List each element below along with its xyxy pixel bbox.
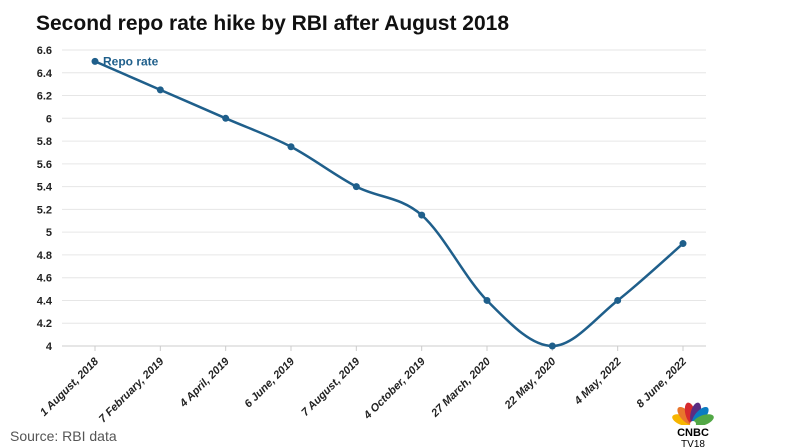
x-tick-label: 6 June, 2019 [242,355,297,410]
data-point [222,114,230,122]
data-point [156,86,164,94]
logo-text: CNBC [677,427,709,439]
data-point [614,296,622,304]
y-tick-label: 5.6 [37,159,52,171]
data-point [679,240,687,248]
data-point [418,211,426,219]
y-tick-label: 5.8 [37,136,52,148]
y-tick-label: 4 [46,341,53,353]
y-tick-label: 6.2 [37,91,52,103]
y-tick-label: 6.6 [37,45,52,57]
data-point [91,57,99,65]
x-tick-label: 4 October, 2019 [361,355,428,422]
y-tick-label: 4.4 [37,295,53,307]
series-line [94,60,684,348]
y-tick-label: 5 [46,227,52,239]
data-point [483,296,491,304]
y-tick-label: 4.6 [37,273,52,285]
series-label: Repo rate [103,54,159,68]
chart-title: Second repo rate hike by RBI after Augus… [36,12,510,35]
y-tick-label: 5.4 [37,182,53,194]
x-tick-label: 7 February, 2019 [97,355,167,425]
logo-subtext: TV18 [681,439,705,448]
data-point [287,143,295,151]
data-point [548,342,556,350]
y-tick-label: 4.2 [37,318,52,330]
source-note: Source: RBI data [10,428,117,444]
x-tick-label: 7 August, 2019 [299,355,363,419]
x-tick-label: 1 August, 2018 [38,355,102,419]
x-tick-label: 22 May, 2020 [502,355,559,412]
cnbc-tv18-logo: CNBC TV18 [662,402,724,448]
y-tick-label: 6 [46,113,52,125]
x-tick-label: 27 March, 2020 [429,355,494,420]
y-tick-label: 6.4 [37,68,53,80]
y-tick-label: 5.2 [37,204,52,216]
data-point [352,183,360,191]
x-tick-label: 4 April, 2019 [177,355,232,410]
x-tick-label: 4 May, 2022 [572,356,624,408]
y-tick-label: 4.8 [37,250,52,262]
